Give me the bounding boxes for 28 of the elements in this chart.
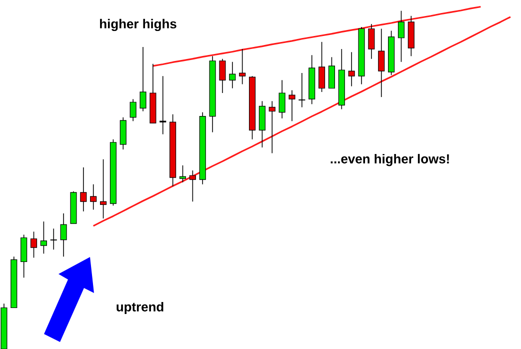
candlestick: [130, 98, 136, 122]
candlestick: [189, 170, 196, 202]
candlestick: [318, 42, 326, 92]
candlestick: [328, 56, 335, 89]
candlestick: [40, 221, 47, 254]
candlestick: [348, 52, 355, 87]
candlestick: [100, 158, 107, 219]
candlestick: [179, 164, 186, 183]
candlestick: [160, 76, 166, 135]
candlestick: [378, 28, 385, 98]
candlestick: [278, 80, 286, 119]
annotation: higher highs: [100, 18, 176, 32]
candlestick: [30, 231, 38, 258]
candlestick: [140, 46, 146, 112]
candlestick: [50, 228, 57, 250]
candlestick: [80, 166, 87, 212]
candlestick: [60, 212, 67, 258]
candlestick: [90, 184, 97, 210]
candlestick: [239, 48, 246, 85]
annotation: ...even higher lows!: [330, 154, 449, 166]
annotation: uptrend: [116, 302, 164, 314]
candlestick: [229, 61, 236, 89]
candlestick: [368, 24, 375, 60]
candlestick: [298, 72, 306, 108]
candlestick: [288, 90, 296, 122]
candlestick: [268, 100, 276, 154]
candlestick: [398, 10, 405, 62]
candlestick: [219, 58, 226, 94]
